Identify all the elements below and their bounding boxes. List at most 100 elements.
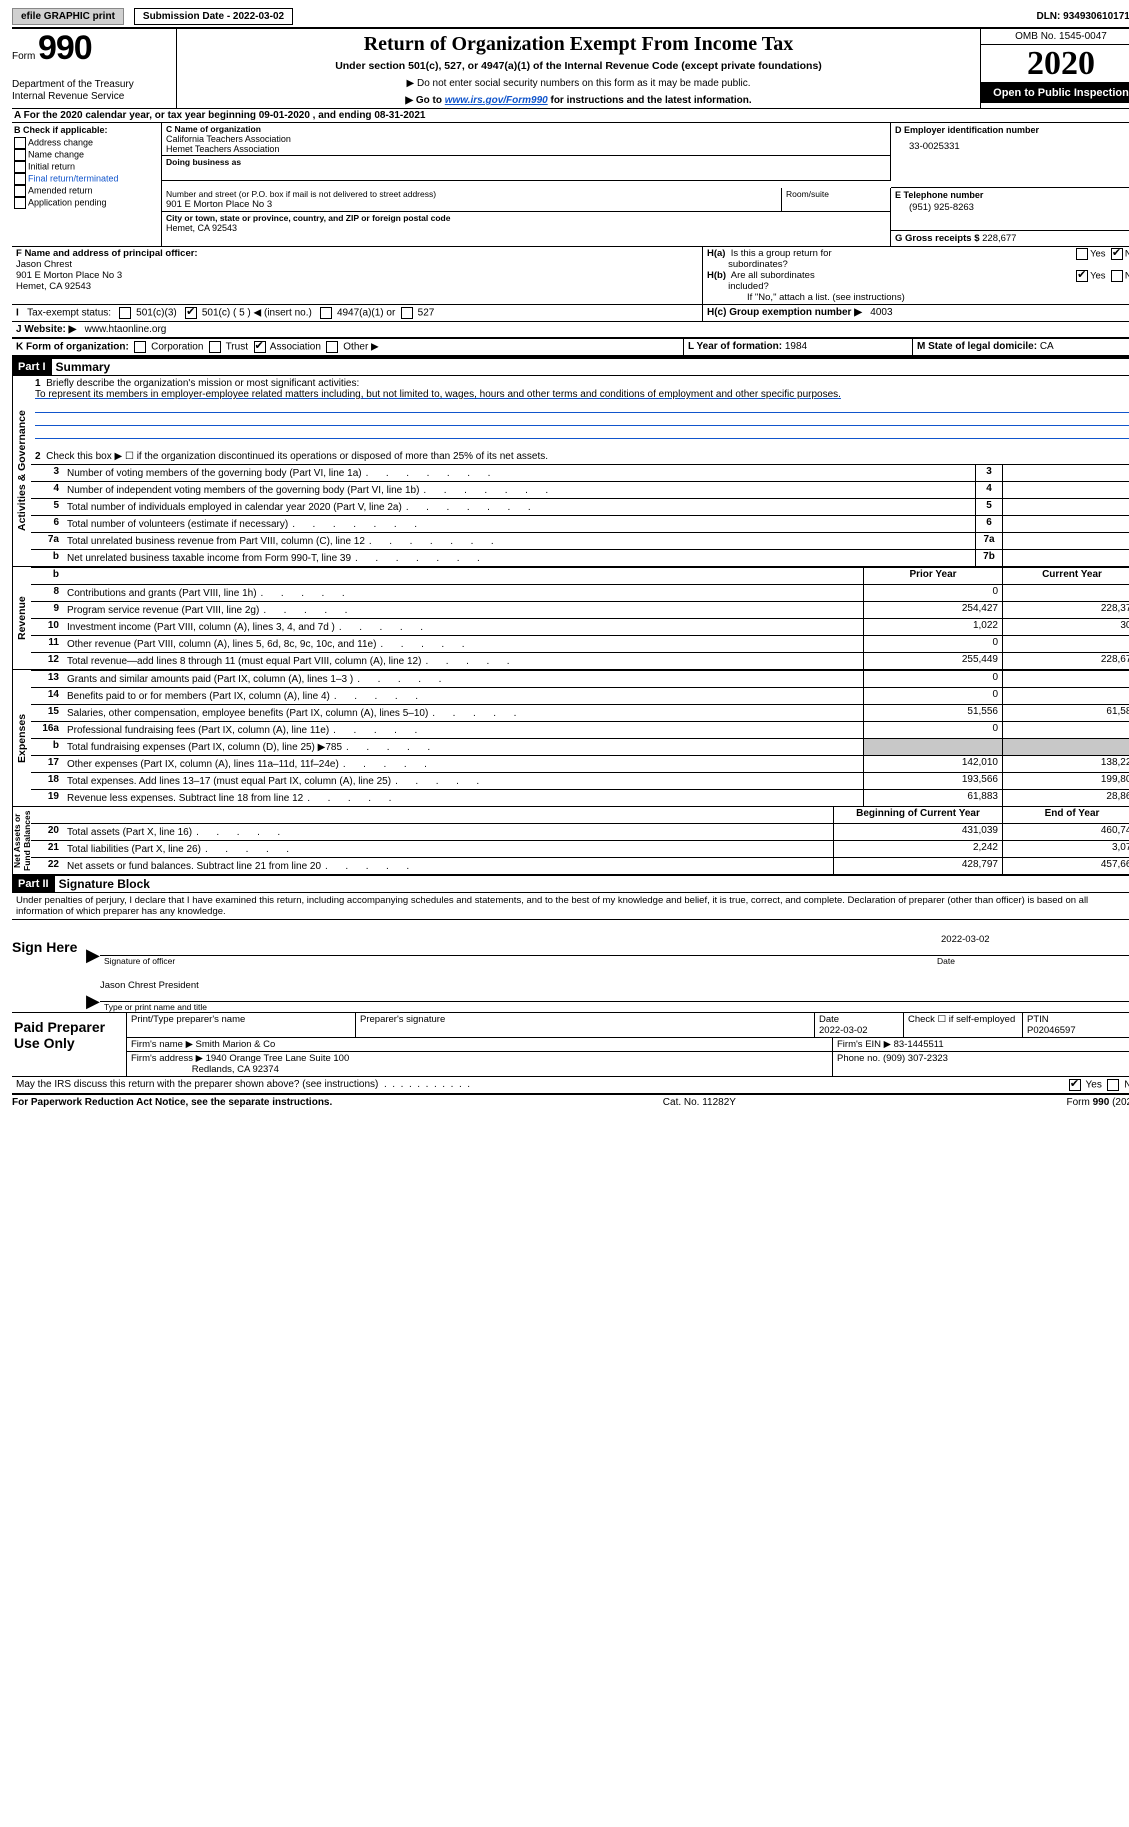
ha-no-lbl: No [1125,249,1129,260]
chk-527[interactable] [401,307,413,319]
d-ein-label: D Employer identification number [895,125,1129,135]
line-num: 10 [31,619,63,635]
line-desc: Net assets or fund balances. Subtract li… [63,858,833,874]
discuss-no[interactable] [1107,1079,1119,1091]
part1-header: Part I [12,359,52,375]
line-desc: Salaries, other compensation, employee b… [63,705,863,721]
line-box: 7a [975,533,1002,549]
room-label: Room/suite [786,189,886,199]
discuss-text: May the IRS discuss this return with the… [16,1079,1069,1091]
hb-no[interactable] [1111,270,1123,282]
chk-trust[interactable] [209,341,221,353]
efile-button[interactable]: efile GRAPHIC print [12,8,124,25]
chk-name-change[interactable] [14,149,26,161]
line-desc: Other revenue (Part VIII, column (A), li… [63,636,863,652]
line-desc: Grants and similar amounts paid (Part IX… [63,671,863,687]
line-cur: 228,677 [1002,653,1129,669]
opt-assoc: Association [270,342,321,353]
line-cur: 0 [1002,722,1129,738]
open-inspection: Open to Public Inspection [981,83,1129,103]
hc-label: H(c) Group exemption number ▶ [707,307,862,318]
mission-label: Briefly describe the organization's miss… [46,378,359,389]
line-prior: 2,242 [833,841,1002,857]
line-val: 0 [1002,550,1129,566]
ha-yes[interactable] [1076,248,1088,260]
line-num: 17 [31,756,63,772]
line-desc: Total liabilities (Part X, line 26). . .… [63,841,833,857]
line-num: 20 [31,824,63,840]
line-desc: Total number of individuals employed in … [63,499,975,515]
chk-501c[interactable] [185,307,197,319]
line-cur: 0 [1002,636,1129,652]
irs-link[interactable]: www.irs.gov/Form990 [445,95,548,106]
line-box: 6 [975,516,1002,532]
line-cur: 228,375 [1002,602,1129,618]
line-prior: 431,039 [833,824,1002,840]
line-num: 16a [31,722,63,738]
sign-here-label: Sign Here [12,920,86,1012]
dln: DLN: 93493061017162 [1036,11,1129,22]
f-label: F Name and address of principal officer: [16,248,198,259]
signature-declaration: Under penalties of perjury, I declare th… [12,892,1129,919]
line-cur: 0 [1002,671,1129,687]
line-val: 0 [1002,533,1129,549]
line-box: 5 [975,499,1002,515]
chk-address-change[interactable] [14,137,26,149]
submission-date: Submission Date - 2022-03-02 [134,8,293,25]
l-label: L Year of formation: [688,341,782,352]
line-val: 5 [1002,465,1129,481]
chk-501c3[interactable] [119,307,131,319]
line-desc: Net unrelated business taxable income fr… [63,550,975,566]
chk-initial-return[interactable] [14,161,26,173]
line-cur: 28,868 [1002,790,1129,806]
instruction-1: ▶ Do not enter social security numbers o… [183,78,974,89]
sig-arrow-1: ▶ [86,945,100,966]
line2-text: Check this box ▶ ☐ if the organization d… [46,451,548,462]
line-num: 4 [31,482,63,498]
line-num: 12 [31,653,63,669]
line-desc: Other expenses (Part IX, column (A), lin… [63,756,863,772]
line-cur: 457,665 [1002,858,1129,874]
chk-amended[interactable] [14,185,26,197]
vlabel-governance: Activities & Governance [12,376,31,566]
prep-date-lbl: Date [819,1014,839,1025]
line-num: 3 [31,465,63,481]
c-name-label: C Name of organization [166,124,886,134]
chk-4947[interactable] [320,307,332,319]
instr2-suffix: for instructions and the latest informat… [548,95,752,106]
hb-yes-lbl: Yes [1090,271,1106,282]
chk-final-return[interactable] [14,173,26,185]
discuss-yes[interactable] [1069,1079,1081,1091]
footer-left: For Paperwork Reduction Act Notice, see … [12,1097,332,1108]
lbl-name-change: Name change [28,149,84,159]
line-prior: 0 [863,722,1002,738]
page-title: Return of Organization Exempt From Incom… [183,33,974,56]
chk-corp[interactable] [134,341,146,353]
line-desc: Contributions and grants (Part VIII, lin… [63,585,863,601]
chk-app-pending[interactable] [14,197,26,209]
line-num: 22 [31,858,63,874]
k-label: K Form of organization: [16,342,129,353]
firm-name-lbl: Firm's name ▶ [131,1039,193,1050]
part2-header: Part II [12,876,55,892]
opt-corp: Corporation [151,342,203,353]
line-val: 0 [1002,516,1129,532]
hc-value: 4003 [870,307,892,318]
street-address: 901 E Morton Place No 3 [166,199,777,210]
officer-addr2: Hemet, CA 92543 [16,281,698,292]
dba-label: Doing business as [166,157,886,167]
line-desc: Total revenue—add lines 8 through 11 (mu… [63,653,863,669]
g-gross-receipts: 228,677 [982,233,1016,244]
hb-yes[interactable] [1076,270,1088,282]
chk-other[interactable] [326,341,338,353]
omb-number: OMB No. 1545-0047 [981,29,1129,45]
line-box: 4 [975,482,1002,498]
vlabel-expenses: Expenses [12,670,31,806]
line-prior: 0 [863,688,1002,704]
ha-no[interactable] [1111,248,1123,260]
vlabel-revenue: Revenue [12,567,31,669]
chk-assoc[interactable] [254,341,266,353]
line-desc: Total assets (Part X, line 16). . . . . [63,824,833,840]
line-cur: 460,743 [1002,824,1129,840]
phone-lbl: Phone no. [837,1053,880,1064]
